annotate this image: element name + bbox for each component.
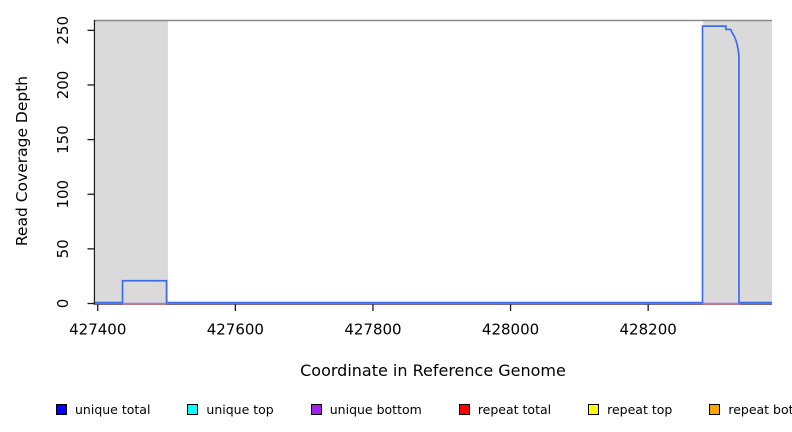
legend-label: repeat bottom	[728, 401, 792, 417]
coverage-plot: 427400 427600 427800 428000 428200 0 50 100 150 2…	[54, 16, 772, 339]
y-tick-label: 150	[54, 125, 72, 154]
legend-label: unique bottom	[329, 401, 422, 417]
legend-swatch-icon	[588, 403, 600, 415]
legend-item-unique-bottom: unique bottom	[310, 401, 422, 417]
legend-item-repeat-bottom: repeat bottom	[709, 402, 792, 417]
legend-label: repeat total	[477, 401, 552, 417]
legend-item-repeat-top: repeat top	[588, 402, 672, 417]
legend-swatch-icon	[187, 403, 199, 415]
x-tick-label: 428000	[482, 321, 539, 339]
x-tick-label: 427600	[207, 321, 264, 339]
legend-label: unique total	[75, 401, 151, 417]
left-gray-region	[95, 20, 168, 304]
y-axis-title: Read Coverage Depth	[13, 75, 31, 247]
legend-item-repeat-total: repeat total	[458, 401, 552, 417]
x-axis-title: Coordinate in Reference Genome	[300, 361, 566, 380]
x-tick-label: 427800	[344, 321, 401, 339]
legend-swatch-icon	[458, 403, 470, 415]
legend-item-unique-top: unique top	[187, 401, 274, 417]
legend-label: unique top	[206, 401, 274, 417]
legend-label: repeat top	[607, 401, 673, 417]
y-tick-label: 250	[54, 16, 72, 45]
x-tick-label: 428200	[620, 321, 677, 339]
legend: unique total unique top unique bottom repea…	[0, 399, 792, 419]
y-tick-label: 50	[54, 239, 72, 258]
y-tick-label: 100	[54, 180, 72, 209]
y-tick-label: 200	[54, 71, 72, 100]
legend-swatch-icon	[56, 403, 67, 415]
x-tick-label: 427400	[69, 321, 126, 339]
legend-swatch-icon	[310, 403, 322, 415]
legend-swatch-icon	[709, 403, 721, 415]
series-line-unique-total	[95, 25, 772, 304]
legend-item-unique-total: unique total	[56, 402, 150, 417]
right-gray-region	[703, 20, 772, 304]
y-tick-label: 0	[54, 299, 72, 309]
